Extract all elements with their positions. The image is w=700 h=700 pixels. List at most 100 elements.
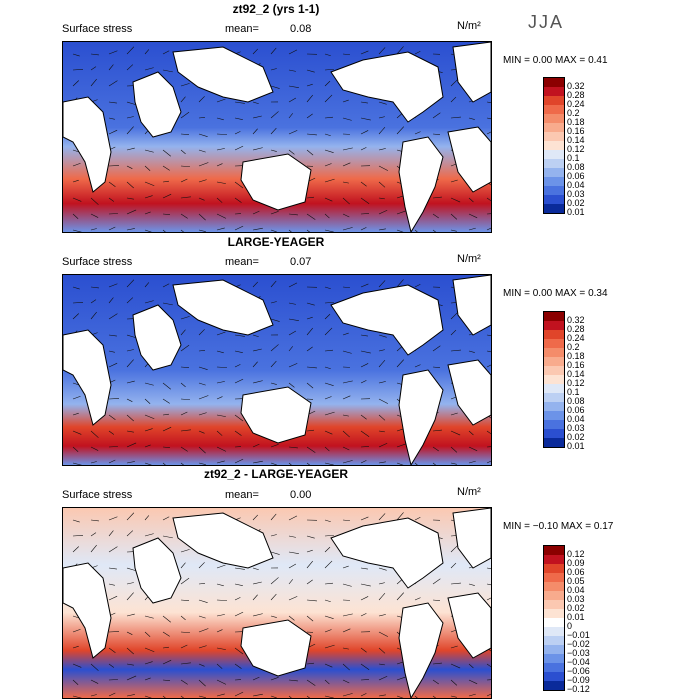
wind-vector	[252, 115, 262, 119]
wind-vector	[342, 181, 349, 184]
colorbar-tick-label: 0.04	[567, 585, 585, 595]
land-mass	[330, 284, 444, 356]
wind-vector	[306, 429, 314, 432]
colorbar-cell	[544, 555, 564, 564]
wind-vector	[162, 149, 171, 157]
wind-vector	[324, 430, 333, 435]
wind-vector	[360, 350, 371, 354]
wind-vector	[270, 593, 277, 601]
wind-vector	[108, 165, 120, 167]
wind-vector	[216, 414, 226, 417]
wind-vector	[342, 162, 351, 167]
land-mass	[330, 51, 444, 123]
wind-vector	[72, 286, 80, 290]
colorbar-tick-label: 0.32	[567, 315, 585, 325]
wind-vector	[450, 446, 458, 453]
wind-vector	[162, 229, 166, 232]
wind-vector	[378, 116, 385, 119]
wind-vector	[234, 131, 241, 135]
colorbar-tick-label: −0.09	[567, 675, 590, 685]
wind-vector	[396, 346, 403, 352]
wind-vector	[396, 676, 407, 681]
colorbar-cell	[544, 141, 564, 150]
wind-vector	[378, 197, 385, 200]
wind-vector	[126, 512, 135, 521]
wind-vector	[108, 197, 115, 202]
wind-vector	[324, 382, 334, 386]
wind-vector	[216, 181, 226, 184]
wind-vector	[486, 663, 491, 668]
wind-vector	[108, 297, 114, 304]
panel-3-min-value: −0.10	[532, 521, 559, 532]
wind-vector	[324, 149, 334, 153]
panel-2-mean-label: mean=	[225, 256, 259, 268]
land-mass	[398, 602, 444, 698]
wind-vector	[162, 631, 170, 637]
wind-vector	[378, 381, 386, 384]
wind-vector	[126, 582, 134, 585]
wind-vector	[198, 382, 206, 386]
wind-vector	[288, 69, 296, 72]
wind-vector	[162, 382, 171, 390]
panel-2-colorbar	[543, 311, 565, 448]
wind-vector	[108, 181, 116, 187]
wind-vector	[486, 213, 491, 215]
wind-vector	[126, 64, 134, 71]
wind-vector	[342, 332, 349, 336]
wind-vector	[234, 597, 241, 601]
wind-vector	[72, 695, 83, 698]
wind-vector	[108, 80, 118, 87]
wind-vector	[126, 147, 135, 151]
wind-vector	[324, 582, 333, 585]
wind-vector	[342, 197, 350, 205]
wind-vector	[126, 46, 135, 55]
wind-vector	[342, 565, 349, 569]
panel-1-units: N/m²	[457, 20, 481, 32]
wind-vector	[270, 677, 279, 681]
wind-vector	[216, 117, 224, 121]
wind-vector	[396, 661, 404, 665]
wind-vector	[360, 583, 371, 587]
wind-vector	[126, 165, 133, 169]
wind-vector	[270, 47, 277, 55]
wind-vector	[432, 366, 440, 368]
wind-vector	[450, 545, 458, 553]
colorbar-cell	[544, 159, 564, 168]
wind-vector	[144, 67, 154, 71]
wind-vector	[324, 599, 331, 603]
wind-vector	[198, 133, 208, 137]
wind-vector	[378, 148, 386, 151]
wind-vector	[270, 85, 280, 89]
wind-vector	[252, 693, 263, 697]
land-mass	[240, 153, 312, 211]
wind-vector	[72, 430, 82, 435]
wind-vector	[342, 286, 350, 289]
land-mass	[172, 46, 274, 103]
wind-vector	[324, 629, 332, 633]
wind-vector	[342, 117, 352, 121]
wind-vector	[450, 582, 461, 585]
wind-vector	[432, 213, 439, 219]
wind-vector	[432, 112, 441, 119]
wind-vector	[162, 413, 169, 416]
colorbar-tick-label: −0.02	[567, 639, 590, 649]
wind-vector	[360, 147, 367, 151]
land-mass	[132, 71, 182, 138]
wind-vector	[306, 662, 314, 665]
wind-vector	[162, 426, 172, 432]
wind-vector	[270, 513, 277, 521]
wind-vector	[90, 544, 97, 553]
wind-vector	[324, 133, 331, 137]
panel-1-max-label: MAX =	[554, 55, 586, 66]
wind-vector	[396, 279, 404, 288]
land-mass	[452, 275, 491, 336]
wind-vector	[450, 695, 457, 698]
wind-vector	[432, 695, 437, 698]
wind-vector	[126, 349, 134, 352]
wind-vector	[126, 334, 136, 338]
colorbar-tick-label: 0.02	[567, 198, 585, 208]
colorbar-tick-label: 0	[567, 621, 573, 631]
wind-vector	[198, 599, 208, 603]
wind-vector	[288, 382, 295, 388]
wind-vector	[450, 79, 458, 87]
